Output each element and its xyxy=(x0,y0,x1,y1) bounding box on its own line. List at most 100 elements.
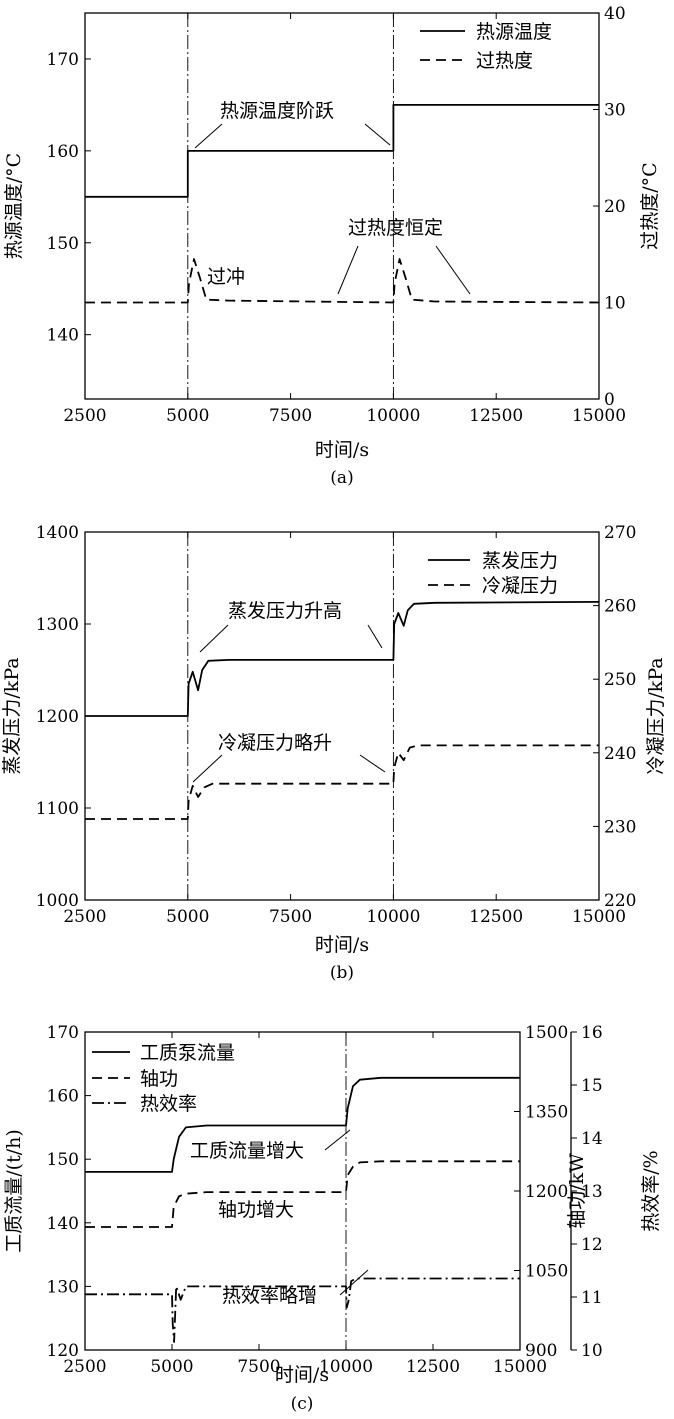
y-right-tick-label-a-0: 0 xyxy=(604,390,615,410)
y-axis-label-b: 蒸发压力/kPa xyxy=(1,657,23,774)
annotation-c-2: 热效率略增 xyxy=(222,1285,317,1307)
y-right-tick-label-c-2: 1200 xyxy=(525,1182,568,1202)
x-tick-label-a-4: 12500 xyxy=(469,406,523,426)
y-right-tick-label-b-0: 220 xyxy=(604,891,636,911)
annotation-b-0-leader-left xyxy=(199,624,229,653)
x-tick-label-a-5: 15000 xyxy=(572,406,626,426)
y-right-tick-label-b-2: 240 xyxy=(604,744,636,764)
y-axis-label-c: 工质流量/(t/h) xyxy=(3,1129,25,1253)
x-tick-label-c-5: 15000 xyxy=(493,1357,547,1377)
x-tick-label-a-3: 10000 xyxy=(366,406,420,426)
annotation-a-2-leader-left xyxy=(337,245,359,295)
y-right-tick-label-a-2: 20 xyxy=(604,197,626,217)
series-line-b-1 xyxy=(85,744,599,820)
y-right-tick-label-c-1: 1050 xyxy=(525,1262,568,1282)
annotation-c-0-leader xyxy=(324,1129,351,1151)
step-lines-a xyxy=(187,13,394,399)
x-tick-label-c-2: 7500 xyxy=(237,1357,280,1377)
series-group-a xyxy=(85,104,600,304)
x-tick-label-b-4: 12500 xyxy=(469,907,523,927)
y-right-tick-label-a-4: 40 xyxy=(604,4,626,24)
x-axis-label-b: 时间/s xyxy=(315,934,369,956)
annotation-a-0: 热源温度阶跃 xyxy=(220,100,334,122)
y-tick-label-c-5: 170 xyxy=(47,1023,79,1043)
annotation-b-1: 冷凝压力略升 xyxy=(218,732,332,754)
annotation-b-1-leader-left xyxy=(192,754,223,783)
x-tick-label-c-3: 10000 xyxy=(319,1357,373,1377)
legend-a: 热源温度 过热度 xyxy=(420,21,552,72)
axis-ticks-a: 2500 5000 7500 10000 12500 15000 140 150 160 170 0… xyxy=(47,4,627,426)
y-axis-right-label-c: 轴功/kW xyxy=(566,1153,588,1229)
x-tick-label-a-2: 7500 xyxy=(269,406,312,426)
x-tick-label-c-1: 5000 xyxy=(150,1357,193,1377)
annotation-a-0-leader-right xyxy=(364,123,391,146)
y-tick-label-b-3: 1300 xyxy=(36,615,79,635)
y-right-tick-label-b-5: 270 xyxy=(604,523,636,543)
axis-ticks-b: 2500 5000 7500 10000 12500 15000 1000 1100 1200 1… xyxy=(36,523,637,927)
y-right2-tick-label-c-6: 16 xyxy=(581,1023,603,1043)
y-tick-label-c-0: 120 xyxy=(47,1341,79,1361)
series-group-c xyxy=(85,1076,520,1343)
y-tick-label-a-1: 150 xyxy=(47,234,79,254)
y-tick-label-b-2: 1200 xyxy=(36,707,79,727)
panel-a: 2500 5000 7500 10000 12500 15000 140 150 160 170 0… xyxy=(3,4,661,488)
annotation-b-0-leader-right xyxy=(367,624,383,649)
annotation-b-0: 蒸发压力升高 xyxy=(228,600,342,622)
y-right-tick-label-b-4: 260 xyxy=(604,597,636,617)
axis-ticks-c: 2500 5000 7500 10000 12500 15000 120 130 140 150 1… xyxy=(47,1023,603,1377)
x-tick-label-c-0: 2500 xyxy=(63,1357,106,1377)
y-right-tick-label-c-0: 900 xyxy=(525,1341,557,1361)
y-right2-tick-label-c-5: 15 xyxy=(581,1076,603,1096)
caption-c: (c) xyxy=(291,1394,314,1414)
y-right-tick-label-c-3: 1350 xyxy=(525,1103,568,1123)
y-tick-label-a-3: 170 xyxy=(47,50,79,70)
y-right-tick-label-c-4: 1500 xyxy=(525,1023,568,1043)
series-group-b xyxy=(85,601,600,820)
y-tick-label-b-1: 1100 xyxy=(36,799,79,819)
x-tick-label-b-1: 5000 xyxy=(166,907,209,927)
y-tick-label-b-4: 1400 xyxy=(36,523,79,543)
series-line-a-0 xyxy=(85,104,599,198)
y-right2-tick-label-c-3: 13 xyxy=(581,1182,603,1202)
y-axis-right-label-b: 冷凝压力/kPa xyxy=(645,657,667,774)
x-tick-label-b-2: 7500 xyxy=(269,907,312,927)
y-axis-right-label-a: 过热度/°C xyxy=(639,162,661,249)
legend-a-label-0: 热源温度 xyxy=(476,21,552,43)
x-tick-label-a-0: 2500 xyxy=(63,406,106,426)
x-tick-label-c-4: 12500 xyxy=(406,1357,460,1377)
annotation-c-2-leader xyxy=(339,1269,369,1296)
y-tick-label-c-2: 140 xyxy=(47,1214,79,1234)
caption-b: (b) xyxy=(330,963,354,983)
y-tick-label-c-1: 130 xyxy=(47,1277,79,1297)
series-line-b-0 xyxy=(85,601,600,717)
y-tick-label-a-2: 160 xyxy=(47,142,79,162)
y-right2-tick-label-c-0: 10 xyxy=(581,1341,603,1361)
annotation-a-1: 过冲 xyxy=(207,266,245,288)
legend-c-label-2: 热效率 xyxy=(140,1093,197,1115)
annotation-b-1-leader-right xyxy=(359,754,386,773)
legend-b: 蒸发压力 冷凝压力 xyxy=(428,550,558,597)
y-tick-label-c-4: 160 xyxy=(47,1087,79,1107)
legend-b-label-1: 冷凝压力 xyxy=(482,575,558,597)
annotation-c-1: 轴功增大 xyxy=(218,1199,294,1221)
y-right2-tick-label-c-4: 14 xyxy=(581,1129,603,1149)
legend-b-label-0: 蒸发压力 xyxy=(482,550,558,572)
legend-c: 工质泵流量 轴功 热效率 xyxy=(92,1042,235,1115)
legend-a-label-1: 过热度 xyxy=(476,50,533,72)
annotation-c-0: 工质流量增大 xyxy=(190,1140,304,1162)
y-axis-right2-label-c: 热效率/% xyxy=(640,1150,662,1231)
y-tick-label-a-0: 140 xyxy=(47,326,79,346)
step-lines-b xyxy=(187,532,394,900)
panel-c: 2500 5000 7500 10000 12500 15000 120 130 140 150 1… xyxy=(3,1023,662,1414)
panel-b: 2500 5000 7500 10000 12500 15000 1000 1100 1200 1… xyxy=(1,523,667,983)
x-axis-label-a: 时间/s xyxy=(315,439,369,461)
x-axis-label-c: 时间/s xyxy=(275,1364,329,1386)
y-right-tick-label-a-3: 30 xyxy=(604,101,626,121)
legend-c-label-0: 工质泵流量 xyxy=(140,1042,235,1064)
y-tick-label-c-3: 150 xyxy=(47,1150,79,1170)
y-right-tick-label-b-3: 250 xyxy=(604,670,636,690)
series-line-c-1 xyxy=(85,1160,520,1228)
annotation-a-2-leader-right xyxy=(435,245,471,295)
x-tick-label-b-3: 10000 xyxy=(366,907,420,927)
